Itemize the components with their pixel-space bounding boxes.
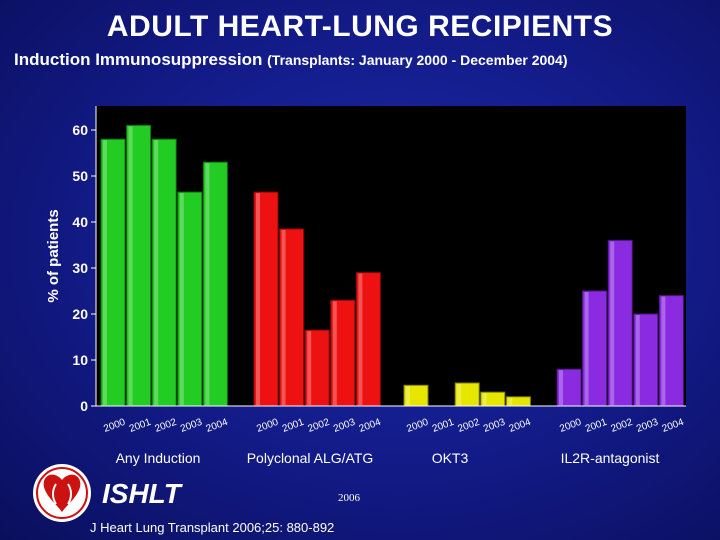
group-label: Any Induction <box>116 450 201 466</box>
citation: J Heart Lung Transplant 2006;25: 880-892 <box>90 520 335 535</box>
x-tick-label: 2000 <box>405 417 430 435</box>
bar-highlight <box>559 370 563 405</box>
x-tick-label: 2003 <box>332 417 357 435</box>
x-tick-label: 2002 <box>306 417 331 435</box>
bar <box>556 368 582 407</box>
x-tick-label: 2004 <box>661 417 686 435</box>
x-tick-label: 2003 <box>179 417 204 435</box>
bar-highlight <box>610 241 615 405</box>
bar-highlight <box>457 384 462 405</box>
group-label: Polyclonal ALG/ATG <box>247 450 374 466</box>
bar-highlight <box>584 292 589 405</box>
x-tick-label: 2003 <box>482 417 507 435</box>
x-tick-label: 2002 <box>609 417 634 435</box>
x-tick-label: 2000 <box>558 417 583 435</box>
series-2 <box>403 382 531 407</box>
series-0 <box>100 124 228 407</box>
bar-highlight <box>358 273 363 405</box>
bar-highlight <box>205 163 210 405</box>
ishlt-logo-icon <box>33 464 91 522</box>
group-label: OKT3 <box>432 450 469 466</box>
subtitle-main: Induction Immunosuppression <box>14 50 263 69</box>
bar-highlight <box>508 397 513 405</box>
y-tick-label: 30 <box>72 260 88 276</box>
bar-highlight <box>661 296 666 405</box>
bar-highlight <box>482 393 487 405</box>
series-3 <box>556 239 684 407</box>
x-tick-label: 2001 <box>281 417 306 435</box>
page-subtitle: Induction Immunosuppression (Transplants… <box>14 50 568 70</box>
subtitle-date-range: (Transplants: January 2000 - December 20… <box>267 52 568 68</box>
bar-highlight <box>332 301 337 405</box>
bar-highlight <box>128 126 133 406</box>
y-tick-label: 20 <box>72 306 88 322</box>
bar <box>202 161 228 407</box>
bar-highlight <box>154 140 159 405</box>
y-tick-label: 10 <box>72 352 88 368</box>
bar <box>253 191 279 407</box>
x-tick-label: 2003 <box>635 417 660 435</box>
page-title: ADULT HEART-LUNG RECIPIENTS <box>106 10 614 43</box>
bar-highlight <box>103 140 107 405</box>
x-tick-label: 2002 <box>153 417 178 435</box>
bar <box>177 191 203 407</box>
x-tick-label: 2000 <box>255 417 280 435</box>
bar-highlight <box>635 315 640 405</box>
bar-highlight <box>179 193 184 405</box>
y-tick-label: 40 <box>72 214 88 230</box>
y-axis-label: % of patients <box>45 209 62 302</box>
series-1 <box>253 191 381 407</box>
bar-highlight <box>307 331 312 405</box>
bar <box>607 239 633 407</box>
bar <box>633 313 659 407</box>
bar <box>304 329 330 407</box>
x-tick-label: 2002 <box>456 417 481 435</box>
bar <box>658 295 684 407</box>
y-tick-label: 50 <box>72 168 88 184</box>
x-tick-label: 2001 <box>431 417 456 435</box>
bar <box>279 228 305 407</box>
x-tick-label: 2004 <box>358 417 383 435</box>
group-label: IL2R-antagonist <box>561 450 660 466</box>
bar-highlight <box>256 193 260 405</box>
x-tick-label: 2001 <box>584 417 609 435</box>
bar <box>330 299 356 407</box>
bar <box>355 272 381 407</box>
bar-highlight <box>281 229 286 405</box>
x-tick-label: 2001 <box>128 417 153 435</box>
y-tick-label: 60 <box>72 122 88 138</box>
publication-year: 2006 <box>338 492 360 504</box>
bar-highlight <box>406 386 410 405</box>
x-tick-label: 2004 <box>205 417 230 435</box>
org-name: ISHLT <box>102 478 181 509</box>
y-tick-label: 0 <box>80 398 88 414</box>
x-tick-label: 2004 <box>508 417 533 435</box>
x-tick-label: 2000 <box>102 417 127 435</box>
